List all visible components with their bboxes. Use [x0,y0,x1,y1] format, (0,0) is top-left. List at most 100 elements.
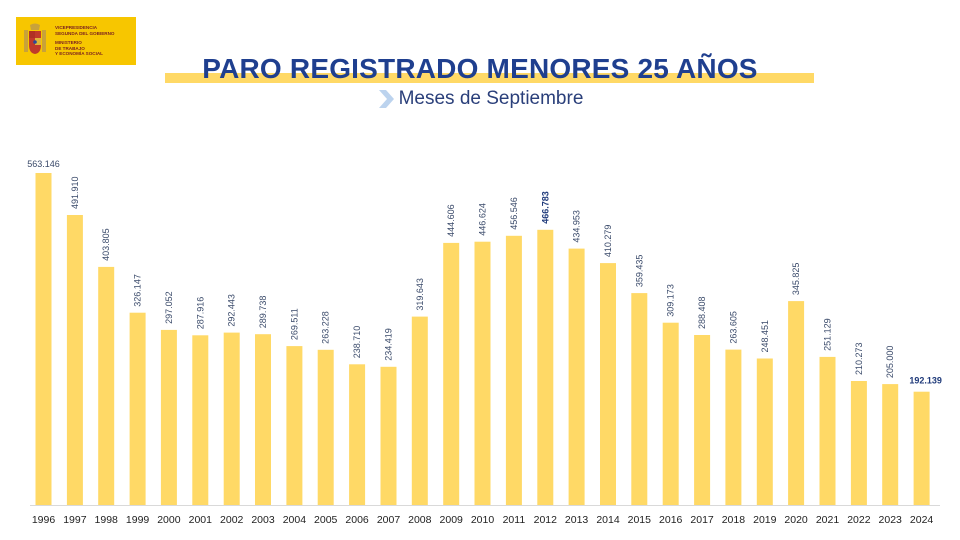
x-tick-label: 2008 [408,514,432,526]
bar-2000 [160,329,177,505]
x-tick-label: 2011 [503,514,526,526]
data-label: 434.953 [572,210,582,243]
bar-2002 [223,332,240,505]
data-label: 444.606 [446,204,456,237]
bar-1998 [98,266,115,505]
x-tick-label: 2022 [847,514,871,526]
bar-2005 [317,349,334,505]
data-label: 205.000 [885,346,895,379]
x-tick-label: 1997 [63,514,87,526]
x-tick-label: 2001 [189,514,213,526]
coat-of-arms-icon [24,23,46,54]
bar-1996 [35,173,52,505]
data-label: 263.605 [728,311,738,344]
bar-2020 [788,301,805,505]
data-label: 466.783 [540,191,550,224]
data-label: 263.228 [321,311,331,344]
bar-2014 [600,263,616,505]
chart-title: PARO REGISTRADO MENORES 25 AÑOS [202,53,758,84]
data-label: 491.910 [70,176,80,209]
bar-2022 [850,381,867,505]
x-tick-label: 1996 [32,514,56,526]
bar-2018 [725,349,742,505]
data-label: 456.546 [509,197,519,230]
data-label: 210.273 [854,342,864,375]
subtitle-row: Meses de Septiembre [0,88,960,110]
data-label: 269.511 [289,308,299,340]
data-label: 289.738 [258,296,268,329]
logo-line: MINISTERIO [55,40,82,46]
data-label: 319.643 [415,278,425,311]
bar-2006 [349,364,366,505]
chart-subtitle: Meses de Septiembre [398,88,584,109]
bar-2003 [255,334,271,505]
bar-1999 [129,312,146,505]
ministry-logo: VICEPRESIDENCIA SEGUNDA DEL GOBIERNO MIN… [16,17,136,65]
x-tick-label: 2017 [690,514,714,526]
data-label: 248.451 [760,320,770,353]
logo-line: Y ECONOMÍA SOCIAL [55,51,103,57]
x-tick-label: 2004 [283,514,307,526]
x-tick-label: 2010 [471,514,495,526]
data-label: 446.624 [478,203,488,236]
bar-2010 [474,241,491,505]
data-label: 292.443 [227,294,237,327]
bar-2004 [286,346,303,505]
data-label: 359.435 [634,255,644,288]
x-tick-label: 2014 [596,514,620,526]
x-tick-label: 2002 [220,514,244,526]
logo-line: VICEPRESIDENCIA [55,25,98,31]
data-label: 326.147 [133,274,143,307]
logo-line: DE TRABAJO [55,45,85,51]
bar-2019 [756,358,773,505]
bar-1997 [66,215,83,505]
chevron-right-icon [378,90,394,108]
x-tick-label: 2016 [659,514,683,526]
x-tick-label: 2009 [440,514,464,526]
x-tick-label: 2012 [534,514,558,526]
x-tick-label: 1999 [126,514,150,526]
x-tick-label: 2018 [722,514,746,526]
bar-2001 [192,335,209,505]
data-label: 410.279 [603,225,613,258]
x-tick-label: 2015 [628,514,652,526]
x-tick-label: 2021 [816,514,840,526]
bar-2011 [505,235,522,506]
bar-2017 [694,335,711,505]
bar-2013 [568,248,585,505]
bar-2009 [443,242,460,505]
x-tick-label: 2000 [157,514,181,526]
x-tick-label: 2006 [345,514,369,526]
x-tick-label: 2024 [910,514,934,526]
data-label: 192.139 [909,376,942,386]
bar-2023 [882,384,899,505]
bar-2021 [819,356,836,505]
title-underline-band [165,73,814,83]
data-label: 309.173 [666,284,676,317]
data-label: 251.129 [823,318,833,351]
data-label: 403.805 [101,228,111,261]
x-tick-label: 2020 [784,514,808,526]
x-tick-label: 1998 [95,514,119,526]
bar-2012 [537,229,554,506]
data-label: 563.146 [27,159,60,169]
x-tick-label: 2003 [251,514,275,526]
logo-line: SEGUNDA DEL GOBIERNO [55,30,115,36]
x-tick-label: 2013 [565,514,589,526]
data-label: 288.408 [697,296,707,329]
bar-2024 [913,391,930,505]
data-label: 345.825 [791,263,801,296]
bar-2008 [411,316,428,505]
data-label: 238.710 [352,326,362,359]
data-label: 234.419 [384,328,394,361]
bar-2016 [662,322,679,505]
bar-2015 [631,293,648,505]
x-tick-label: 2023 [879,514,903,526]
x-tick-label: 2019 [753,514,777,526]
x-tick-label: 2005 [314,514,338,526]
ministry-name: VICEPRESIDENCIA SEGUNDA DEL GOBIERNO MIN… [55,25,114,57]
data-label: 287.916 [195,297,205,330]
data-label: 297.052 [164,291,174,324]
x-tick-label: 2007 [377,514,401,526]
